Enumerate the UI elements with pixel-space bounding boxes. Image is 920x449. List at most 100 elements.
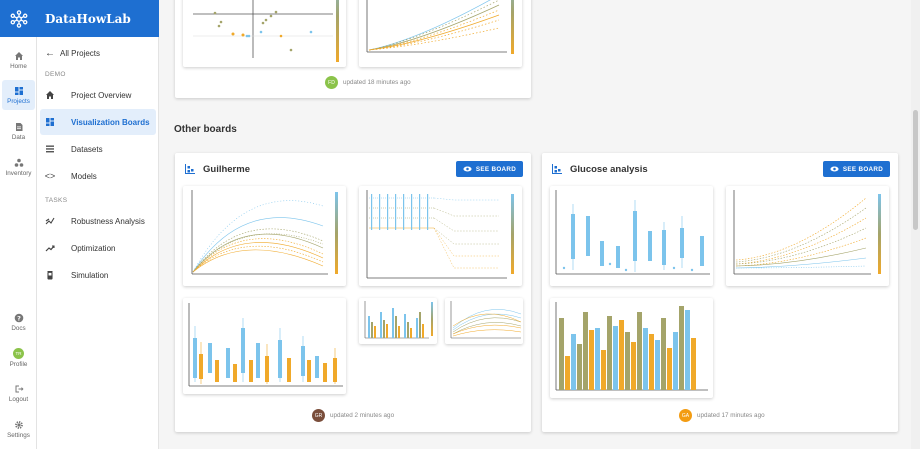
nav-simulation[interactable]: Simulation (40, 262, 156, 288)
rail-settings-label: Settings (7, 431, 30, 439)
board-title: Glucose analysis (551, 163, 648, 175)
list-icon (46, 145, 54, 153)
updated-text: updated 17 minutes ago (697, 412, 765, 419)
code-icon: <> (44, 171, 56, 181)
nav-label: Robustness Analysis (71, 216, 145, 226)
line-chart (450, 301, 522, 339)
user-avatar: FD (325, 76, 338, 89)
rail-home-label: Home (10, 62, 27, 70)
line-chart (733, 190, 881, 275)
app-logo[interactable] (0, 0, 37, 37)
chart-thumbnail[interactable] (726, 186, 889, 286)
chart-thumbnail[interactable] (550, 186, 713, 286)
user-avatar: GA (679, 409, 692, 422)
home-icon (14, 51, 23, 60)
chart-thumbnail[interactable] (359, 298, 437, 344)
document-icon (15, 122, 22, 131)
board-title-text: Guilherme (203, 163, 250, 175)
rail-docs-label: Docs (11, 324, 26, 332)
svg-text:?: ? (17, 314, 21, 322)
board-chart-icon (552, 164, 562, 174)
line-chart (366, 0, 514, 54)
nav-label: Visualization Boards (71, 117, 150, 127)
board-card-glucose-analysis: Glucose analysis SEE BOARD (542, 153, 898, 432)
parallel-chart (366, 190, 514, 279)
rail-data[interactable]: Data (2, 116, 35, 146)
current-board-card: FD updated 18 minutes ago (175, 0, 531, 98)
updated-text: updated 2 minutes ago (330, 412, 395, 419)
see-board-label: SEE BOARD (475, 165, 517, 173)
rail-home[interactable]: Home (2, 45, 35, 75)
rail-data-label: Data (11, 133, 26, 141)
logo-icon (10, 9, 27, 28)
chart-thumbnail[interactable] (445, 298, 523, 344)
all-projects-label: All Projects (60, 49, 101, 58)
rail-inventory-label: Inventory (5, 169, 32, 177)
other-boards-heading: Other boards (174, 124, 237, 135)
boxplot-chart (188, 303, 343, 387)
home-icon (46, 91, 54, 99)
board-title-text: Glucose analysis (570, 163, 648, 175)
updated-info: FD updated 18 minutes ago (325, 76, 411, 89)
nav-label: Simulation (71, 270, 109, 280)
dashboard-icon (14, 86, 23, 95)
icon-rail: Home Projects Data Inventory ? Docs TR P… (0, 0, 37, 449)
nav-models[interactable]: <> Models (40, 163, 156, 189)
nav-label: Models (71, 171, 97, 181)
trending-up-icon (45, 245, 55, 252)
nav-robustness-analysis[interactable]: Robustness Analysis (40, 208, 156, 234)
bar-chart (555, 302, 708, 391)
nav-project-overview[interactable]: Project Overview (40, 82, 156, 108)
gear-icon (14, 420, 23, 429)
nav-datasets[interactable]: Datasets (40, 136, 156, 162)
scatter-chart (193, 0, 339, 62)
board-title: Guilherme (184, 163, 250, 175)
see-board-button[interactable]: SEE BOARD (823, 161, 890, 177)
user-avatar: GR (312, 409, 325, 422)
updated-text: updated 18 minutes ago (343, 79, 411, 86)
section-demo: DEMO (45, 71, 66, 78)
chart-thumbnail[interactable] (550, 298, 713, 398)
flask-icon (47, 271, 53, 280)
scrollbar-thumb[interactable] (913, 110, 918, 230)
rail-docs[interactable]: ? Docs (2, 307, 35, 337)
chart-thumbnail[interactable] (183, 0, 346, 67)
boxplot-chart (555, 190, 710, 275)
chart-thumbnail[interactable] (359, 0, 522, 67)
brand-title[interactable]: DataHowLab (37, 0, 159, 37)
profile-avatar: TR (13, 348, 24, 359)
project-nav: DataHowLab ← All Projects DEMO Project O… (37, 0, 159, 449)
chart-thumbnail[interactable] (359, 186, 522, 286)
chart-thumbnail[interactable] (183, 298, 346, 394)
dashboard-icon (46, 118, 54, 126)
scatter-icon (45, 217, 55, 225)
rail-projects[interactable]: Projects (2, 80, 35, 110)
chart-thumbnail[interactable] (183, 186, 346, 286)
updated-info: GR updated 2 minutes ago (312, 409, 394, 422)
section-tasks: TASKS (45, 197, 68, 204)
page-scrollbar[interactable] (911, 0, 920, 449)
logout-icon (15, 385, 23, 392)
nav-label: Datasets (71, 144, 103, 154)
rail-profile-label: Profile (9, 361, 28, 368)
bar-chart (364, 301, 433, 339)
rail-profile[interactable]: TR Profile (2, 343, 35, 373)
board-card-guilherme: Guilherme SEE BOARD (175, 153, 531, 432)
inventory-icon (14, 158, 23, 167)
eye-icon (830, 166, 839, 172)
line-chart (191, 190, 338, 275)
rail-inventory[interactable]: Inventory (2, 152, 35, 182)
nav-optimization[interactable]: Optimization (40, 235, 156, 261)
board-chart-icon (185, 164, 195, 174)
see-board-button[interactable]: SEE BOARD (456, 161, 523, 177)
rail-logout-label: Logout (8, 395, 29, 403)
rail-settings[interactable]: Settings (2, 414, 35, 444)
all-projects-link[interactable]: ← All Projects (45, 48, 100, 59)
nav-label: Project Overview (71, 90, 132, 100)
updated-info: GA updated 17 minutes ago (679, 409, 765, 422)
rail-projects-label: Projects (7, 97, 30, 105)
help-icon: ? (14, 313, 23, 322)
nav-visualization-boards[interactable]: Visualization Boards (40, 109, 156, 135)
arrow-left-icon: ← (45, 48, 55, 59)
rail-logout[interactable]: Logout (2, 378, 35, 408)
